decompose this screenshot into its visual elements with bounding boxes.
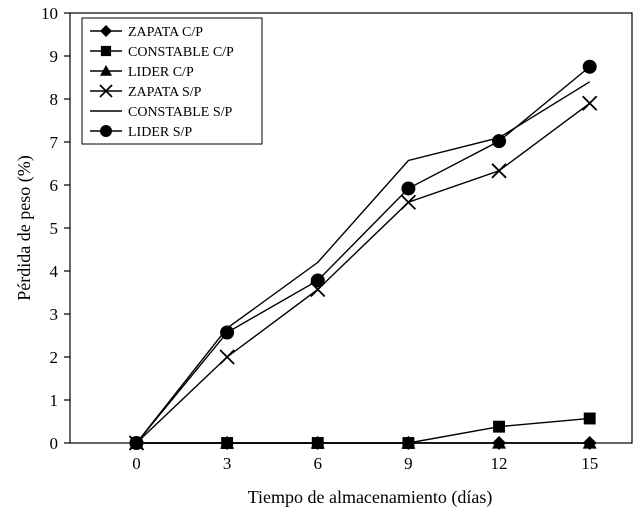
legend-label: CONSTABLE C/P: [128, 45, 234, 60]
y-tick-label: 7: [50, 133, 59, 152]
y-tick-label: 4: [50, 262, 59, 281]
series-markers-5: [129, 59, 597, 450]
y-tick-label: 9: [50, 47, 59, 66]
data-point-diamond: [100, 25, 112, 37]
data-point-x: [582, 95, 598, 111]
legend-label: CONSTABLE S/P: [128, 105, 233, 120]
y-tick-label: 8: [50, 90, 59, 109]
data-point-triangle: [492, 436, 507, 449]
data-point-square: [100, 45, 112, 57]
series-markers-3: [128, 95, 598, 451]
legend-entry: LIDER C/P: [90, 65, 194, 80]
legend: ZAPATA C/P CONSTABLE C/P LIDER C/P ZAPATA S…: [81, 17, 263, 145]
y-tick-label: 0: [50, 434, 59, 453]
legend-box: [81, 17, 263, 145]
data-point-x: [400, 194, 417, 210]
x-tick-label: 9: [404, 454, 413, 473]
data-point-x: [219, 349, 235, 365]
data-point-circle: [220, 325, 235, 340]
data-point-circle: [129, 436, 144, 450]
x-tick-label: 12: [491, 454, 508, 473]
y-tick-label: 2: [50, 348, 59, 367]
series-line-3: [135, 102, 591, 444]
legend-entry: LIDER S/P: [90, 125, 192, 140]
series-line: [136, 417, 590, 444]
legend-entry: CONSTABLE C/P: [90, 45, 234, 60]
legend-label: ZAPATA S/P: [128, 85, 202, 100]
series-line: [135, 66, 591, 444]
data-point-triangle: [582, 436, 597, 449]
legend-label: ZAPATA C/P: [128, 25, 203, 40]
y-axis-title: Pérdida de peso (%): [14, 155, 35, 300]
data-point-circle: [100, 125, 112, 137]
x-tick-label: 6: [314, 454, 323, 473]
data-point-circle: [492, 134, 507, 149]
data-point-triangle: [310, 436, 325, 449]
data-point-circle: [582, 59, 597, 74]
data-point-x: [491, 163, 507, 179]
data-point-circle: [310, 273, 325, 288]
legend-label: LIDER C/P: [128, 65, 194, 80]
legend-label: LIDER S/P: [128, 125, 192, 140]
series-line-1: [136, 417, 590, 444]
y-tick-label: 10: [41, 4, 58, 23]
data-point-triangle: [220, 436, 235, 449]
data-point-circle: [401, 181, 416, 196]
y-tick-label: 5: [50, 219, 59, 238]
x-axis-title: Tiempo de almacenamiento (días): [248, 487, 493, 508]
legend-entry: CONSTABLE S/P: [90, 105, 233, 120]
y-tick-label: 1: [50, 391, 59, 410]
data-point-x: [99, 84, 113, 98]
legend-entry: ZAPATA S/P: [90, 84, 202, 100]
data-point-square: [583, 412, 596, 425]
y-tick-label: 6: [50, 176, 59, 195]
series-line-5: [135, 66, 591, 444]
series-line: [135, 102, 591, 444]
x-tick-label: 0: [132, 454, 141, 473]
data-point-square: [493, 420, 506, 433]
y-tick-label: 3: [50, 305, 59, 324]
legend-entry: ZAPATA C/P: [90, 25, 203, 40]
data-point-triangle: [100, 65, 112, 76]
data-point-triangle: [401, 436, 416, 449]
series-layer: [128, 59, 598, 451]
x-tick-label: 15: [581, 454, 598, 473]
x-tick-label: 3: [223, 454, 232, 473]
